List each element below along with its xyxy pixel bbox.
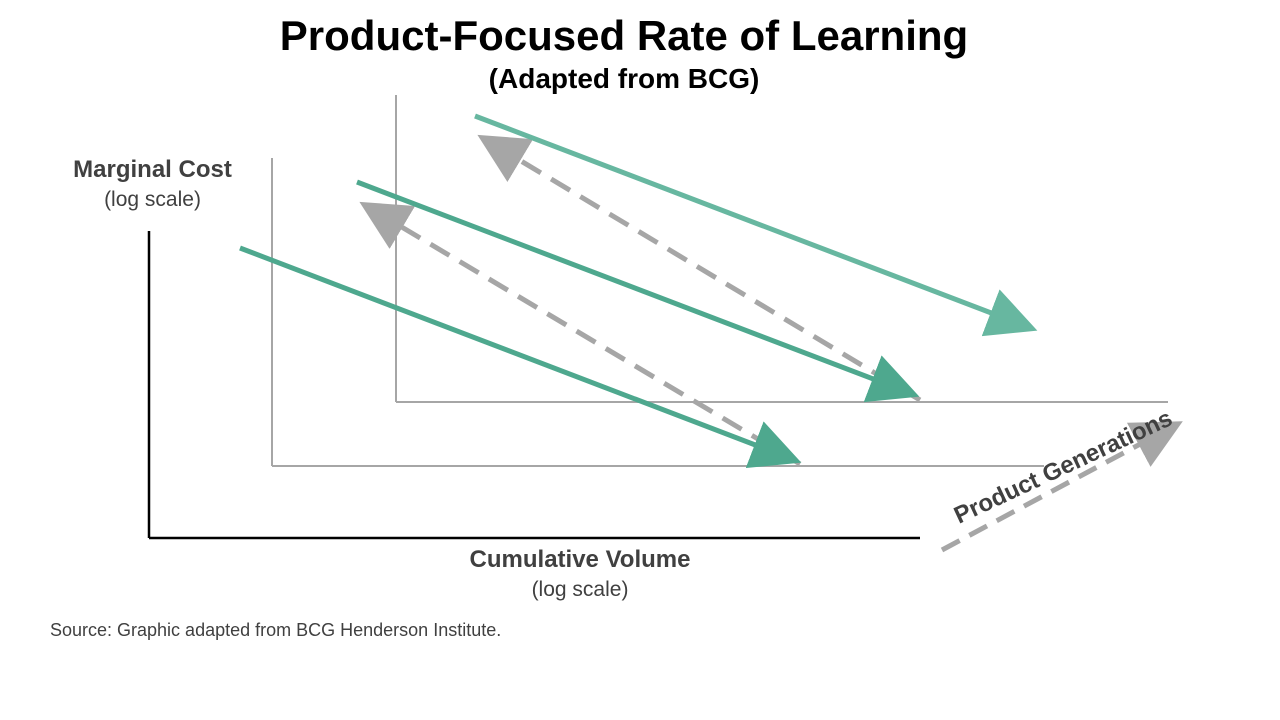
y-axis-scale-note: (log scale) [104,188,201,211]
y-axis-title: Marginal Cost [73,156,232,183]
x-axis-label: Cumulative Volume (log scale) [420,544,740,604]
axes-generation-3 [395,95,1168,403]
x-axis-scale-note: (log scale) [531,578,629,601]
transition-arrow-2-to-3 [477,134,922,403]
slide-subtitle: (Adapted from BCG) [488,63,760,94]
axes-generation-1 [147,231,920,540]
x-axis-title: Cumulative Volume [469,546,691,573]
transition-arrow-1-to-2 [359,201,802,467]
learning-curve-generation-2 [356,179,920,403]
source-note: Source: Graphic adapted from BCG Henders… [50,620,502,640]
product-generations-arrow [940,421,1183,553]
slide-title: Product-Focused Rate of Learning [279,12,969,59]
y-axis-label: Marginal Cost (log scale) [40,154,265,214]
axes-generation-2 [271,158,1044,467]
learning-curve-generation-1 [239,245,802,469]
learning-curve-generation-3 [474,113,1038,337]
